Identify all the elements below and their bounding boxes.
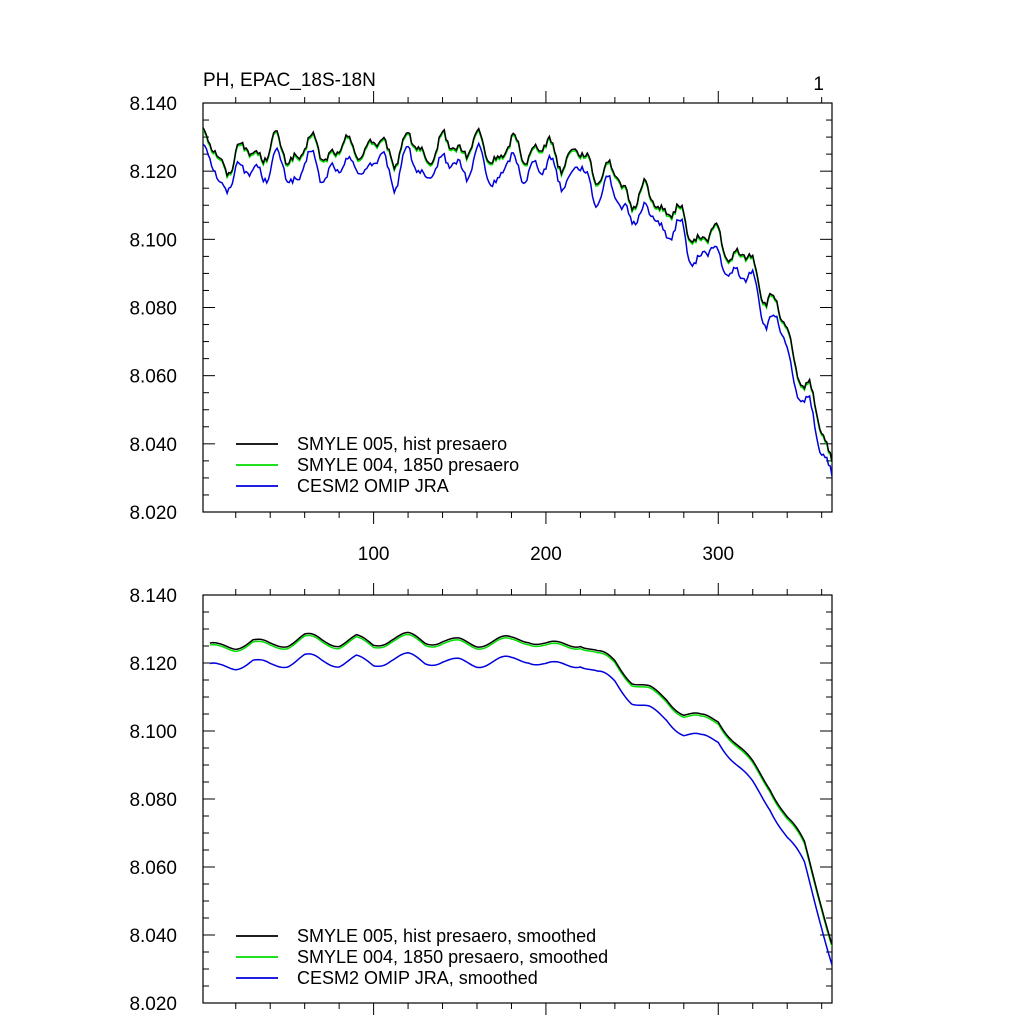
chart-panel-1: 8.140 8.120 8.100 8.080 8.060 8.040 8.020 100 20… (129, 70, 833, 565)
y-tick-label: 8.040 (129, 926, 177, 947)
x-tick-label: 100 (358, 544, 390, 565)
y-tick-label: 8.020 (129, 994, 177, 1015)
chart-title: PH, EPAC_18S-18N (203, 70, 376, 91)
y-tick-label: 8.140 (129, 586, 177, 607)
legend-label: SMYLE 005, hist presaero (297, 434, 507, 454)
series-line-3 (203, 141, 832, 477)
y-tick-label: 8.060 (129, 858, 177, 879)
x-tick-label: 200 (530, 544, 562, 565)
chart-panel-2: 8.140 8.120 8.100 8.080 8.060 8.040 8.020 SMYLE… (129, 583, 833, 1015)
y-tick-label: 8.120 (129, 654, 177, 675)
series-line-3 (209, 652, 832, 966)
y-tick-label: 8.040 (129, 435, 177, 456)
series-line-1 (203, 127, 832, 462)
y-tick-label: 8.020 (129, 503, 177, 524)
y-tick-label: 8.080 (129, 299, 177, 320)
y-tick-label: 8.060 (129, 367, 177, 388)
x-tick-label: 300 (702, 544, 734, 565)
panel-number: 1 (813, 74, 824, 95)
legend-label: SMYLE 004, 1850 presaero (297, 455, 519, 475)
series-line-1 (209, 631, 832, 945)
legend-label: CESM2 OMIP JRA, smoothed (297, 968, 538, 988)
legend-label: SMYLE 005, hist presaero, smoothed (297, 926, 596, 946)
y-tick-label: 8.100 (129, 230, 177, 251)
y-tick-label: 8.120 (129, 162, 177, 183)
y-tick-label: 8.080 (129, 790, 177, 811)
y-tick-label: 8.100 (129, 722, 177, 743)
legend-label: SMYLE 004, 1850 presaero, smoothed (297, 947, 608, 967)
series-line-2 (209, 633, 832, 947)
legend-label: CESM2 OMIP JRA (297, 476, 449, 496)
y-tick-label: 8.140 (129, 94, 177, 115)
